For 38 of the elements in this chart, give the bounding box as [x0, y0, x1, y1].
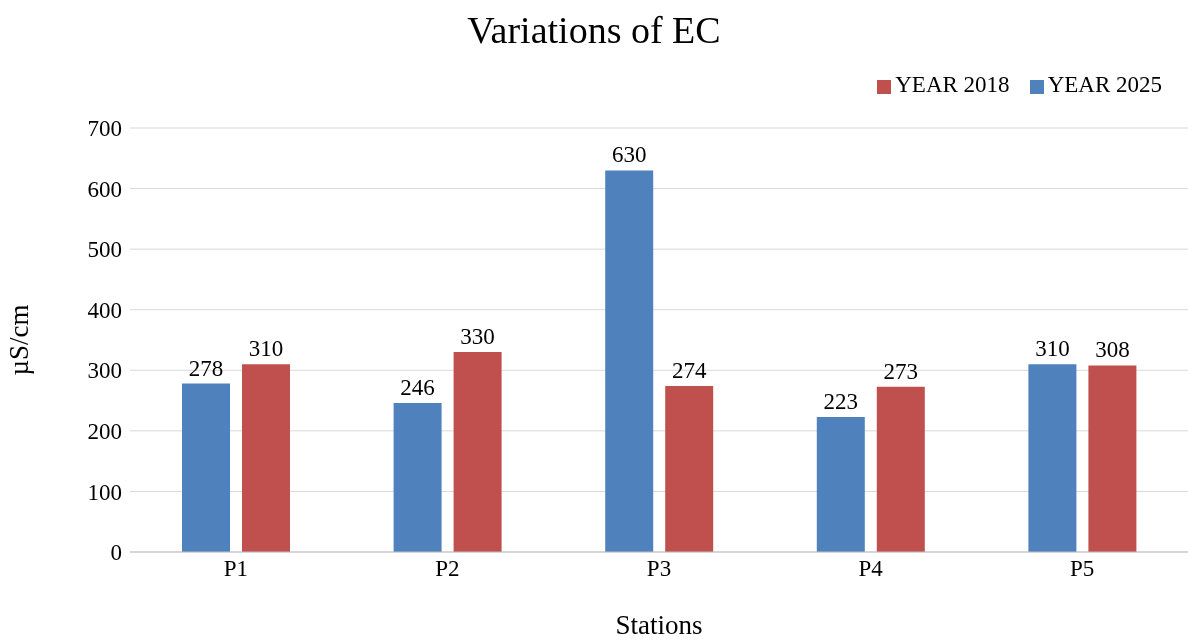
data-label: 330 — [460, 324, 495, 350]
bar — [816, 416, 865, 552]
data-label: 310 — [248, 336, 284, 362]
bar — [393, 402, 442, 552]
legend-label: YEAR 2018 — [895, 72, 1010, 97]
y-tick-label: 100 — [87, 479, 122, 505]
data-label: 308 — [1095, 337, 1130, 363]
bar — [242, 364, 290, 552]
y-tick-label: 300 — [87, 358, 122, 384]
x-tick-label: P1 — [223, 556, 248, 582]
data-label: 246 — [400, 374, 435, 400]
x-tick-label: P3 — [646, 556, 672, 582]
bar — [665, 386, 714, 552]
y-axis-title: µS/cm — [3, 304, 34, 376]
data-label: 273 — [883, 358, 919, 384]
data-label: 274 — [671, 358, 707, 384]
y-tick-label: 700 — [87, 116, 122, 142]
y-tick-label: 500 — [87, 237, 122, 263]
bar — [876, 386, 925, 552]
bar — [605, 170, 654, 552]
x-tick-label: P2 — [435, 556, 460, 582]
bar — [182, 383, 230, 552]
y-tick-label: 200 — [87, 419, 122, 445]
x-tick-label: P4 — [858, 556, 884, 582]
bar — [453, 352, 502, 552]
y-tick-label: 400 — [87, 297, 122, 323]
x-tick-label: P5 — [1070, 556, 1095, 582]
chart-title: Variations of EC — [466, 8, 722, 52]
data-label: 278 — [188, 355, 224, 381]
data-label: 223 — [823, 388, 859, 414]
bar — [1088, 365, 1137, 552]
data-label: 310 — [1035, 336, 1070, 362]
y-tick-label: 0 — [110, 540, 122, 566]
legend-label: YEAR 2025 — [1047, 72, 1162, 97]
y-tick-label: 600 — [87, 176, 122, 202]
data-label: 630 — [611, 142, 647, 168]
x-axis-title: Stations — [615, 610, 703, 640]
bar — [1028, 364, 1077, 552]
